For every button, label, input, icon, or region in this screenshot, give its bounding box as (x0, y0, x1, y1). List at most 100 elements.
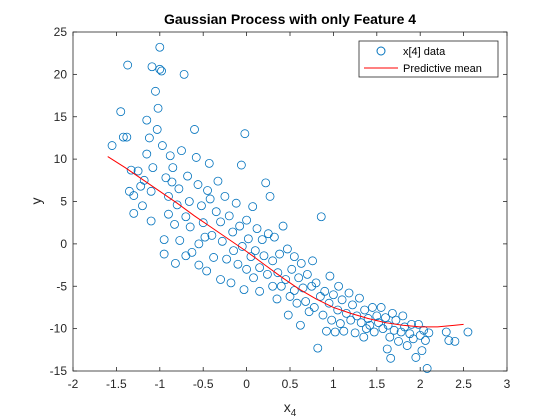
data-point (191, 153, 201, 162)
legend: x[4] data Predictive mean (358, 40, 499, 78)
data-point (129, 191, 139, 200)
data-point (259, 251, 269, 261)
data-point (281, 275, 291, 284)
legend-label-data: x[4] data (403, 46, 446, 58)
data-point (231, 198, 241, 208)
data-point (243, 234, 253, 244)
data-point (213, 176, 223, 186)
data-point (224, 211, 234, 221)
data-point (372, 311, 382, 321)
data-point (250, 246, 260, 256)
data-point (164, 192, 173, 201)
data-point (424, 328, 434, 338)
data-point (292, 298, 302, 308)
data-point (185, 222, 195, 232)
data-point (175, 236, 185, 245)
data-point (159, 249, 169, 259)
data-point (194, 239, 204, 249)
data-point (174, 184, 184, 194)
data-point (118, 132, 128, 142)
data-point (165, 151, 175, 161)
y-tick-label: 10 (54, 152, 68, 166)
data-point (344, 288, 354, 298)
data-point (242, 215, 252, 225)
data-point (405, 329, 415, 339)
x-tick-label: 2 (417, 377, 424, 391)
data-point (209, 253, 219, 262)
data-point (463, 327, 473, 337)
data-point (144, 133, 154, 143)
y-axis-label: y (28, 198, 44, 205)
data-points (107, 42, 473, 373)
mean-line-group (107, 156, 464, 328)
data-point (328, 290, 338, 300)
data-point (407, 319, 416, 329)
data-point (422, 364, 432, 373)
data-point (164, 209, 173, 219)
x-axis-label: x4 (284, 399, 297, 419)
data-point (261, 178, 271, 188)
data-point (168, 163, 178, 173)
data-point (289, 252, 299, 261)
data-point (248, 202, 258, 211)
x-tick-label: -1 (154, 377, 165, 391)
data-point (171, 258, 180, 268)
data-point (272, 294, 282, 304)
data-point (217, 236, 227, 246)
data-point (320, 286, 330, 296)
data-point (302, 269, 312, 279)
data-point (142, 149, 152, 159)
data-point (179, 69, 189, 79)
data-point (240, 129, 250, 139)
data-point (122, 132, 132, 142)
plot-area (73, 32, 507, 371)
data-point (315, 292, 325, 301)
data-point (268, 281, 278, 291)
y-tick-label: 0 (60, 237, 67, 251)
data-point (226, 278, 236, 288)
data-point (155, 64, 165, 74)
data-point (147, 62, 157, 72)
data-point (187, 247, 197, 257)
data-point (282, 244, 292, 254)
data-point (181, 212, 191, 222)
data-point (239, 285, 249, 295)
data-point (255, 263, 265, 273)
y-tick-label: -10 (50, 322, 68, 336)
data-point (252, 224, 262, 234)
data-point (255, 286, 265, 296)
data-point (138, 201, 147, 211)
data-point (386, 353, 396, 363)
data-point (107, 141, 117, 150)
data-point (197, 201, 206, 211)
data-point (316, 212, 326, 222)
x-ticks: -2 -1.5 -1 -0.5 0 0.5 1 1.5 2 2.5 3 (68, 32, 511, 391)
data-point (190, 125, 199, 134)
data-point (394, 336, 403, 346)
data-point (369, 327, 379, 337)
data-point (203, 186, 212, 195)
x-tick-label: 0 (243, 377, 250, 391)
data-point (276, 281, 286, 291)
data-point (298, 283, 308, 293)
data-point (278, 221, 288, 231)
y-tick-label: 5 (60, 195, 67, 209)
data-point (148, 163, 158, 173)
data-point (216, 217, 225, 227)
y-ticks: -15 -10 -5 0 5 10 15 20 25 (50, 25, 507, 378)
data-point (389, 325, 399, 335)
data-point (142, 115, 152, 125)
data-point (233, 259, 243, 269)
data-point (396, 327, 406, 337)
data-point (283, 310, 293, 320)
y-tick-label: -15 (50, 364, 68, 378)
data-point (361, 324, 371, 334)
data-point (296, 258, 306, 268)
data-point (359, 332, 369, 342)
data-point (146, 216, 156, 226)
data-point (146, 186, 156, 196)
y-tick-label: 15 (54, 110, 68, 124)
data-point (157, 141, 167, 150)
data-point (382, 344, 392, 354)
data-point (170, 219, 179, 229)
